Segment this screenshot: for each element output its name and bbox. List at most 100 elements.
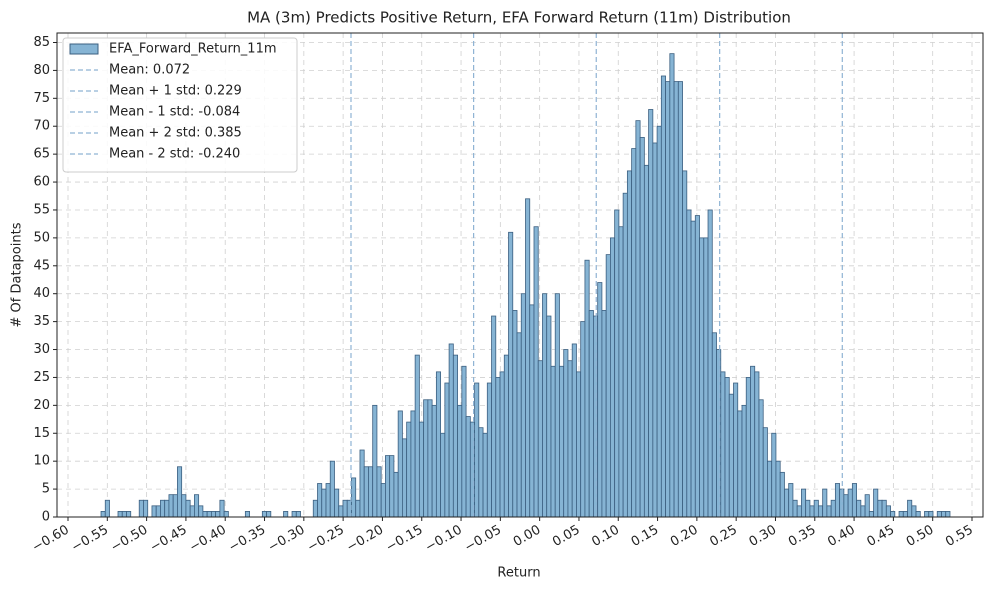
bar bbox=[792, 499, 798, 518]
bar bbox=[457, 404, 463, 518]
chart-title: MA (3m) Predicts Positive Return, EFA Fo… bbox=[247, 9, 791, 27]
legend-label: Mean - 2 std: -0.240 bbox=[109, 147, 240, 162]
y-tick-label: 35 bbox=[33, 314, 50, 329]
bar bbox=[576, 371, 582, 518]
bar bbox=[643, 164, 650, 518]
bar bbox=[834, 483, 841, 518]
bar bbox=[151, 505, 157, 518]
x-tick-label: −0.20 bbox=[344, 523, 386, 556]
bar bbox=[660, 75, 666, 518]
bar bbox=[877, 499, 883, 518]
bar bbox=[435, 371, 442, 518]
bar bbox=[563, 349, 569, 518]
bar bbox=[206, 511, 212, 518]
bar bbox=[720, 371, 726, 518]
bar bbox=[890, 511, 896, 518]
bar bbox=[410, 410, 416, 518]
bar bbox=[737, 410, 743, 518]
y-tick-label: 50 bbox=[33, 230, 50, 245]
y-tick-label: 0 bbox=[42, 510, 50, 525]
bar bbox=[376, 466, 382, 518]
x-tick-label: 0.55 bbox=[943, 523, 976, 550]
bar bbox=[928, 511, 934, 518]
bar bbox=[550, 365, 556, 518]
bar bbox=[593, 315, 599, 518]
y-tick-label: 65 bbox=[33, 147, 50, 162]
bar bbox=[533, 226, 539, 518]
x-tick-label: 0.30 bbox=[747, 523, 780, 550]
x-tick-label: 0.45 bbox=[865, 523, 898, 550]
bar bbox=[499, 371, 505, 518]
bar bbox=[474, 382, 480, 518]
bar bbox=[771, 432, 777, 518]
x-tick-label: −0.45 bbox=[148, 523, 190, 556]
bar bbox=[172, 494, 178, 518]
y-tick-label: 20 bbox=[33, 398, 50, 413]
x-tick-label: −0.40 bbox=[187, 523, 229, 556]
y-tick-label: 30 bbox=[33, 342, 50, 357]
bar bbox=[941, 511, 947, 518]
bar bbox=[665, 81, 671, 518]
bar bbox=[758, 399, 764, 518]
bar bbox=[164, 499, 170, 518]
bar bbox=[194, 494, 200, 518]
bar bbox=[491, 315, 497, 518]
bar bbox=[936, 511, 942, 518]
bar bbox=[648, 109, 654, 518]
bar bbox=[283, 511, 289, 518]
bar bbox=[143, 499, 149, 518]
bar bbox=[652, 142, 658, 518]
bar bbox=[402, 438, 408, 518]
bar bbox=[104, 499, 110, 518]
legend-box bbox=[62, 37, 298, 173]
bar bbox=[724, 377, 730, 518]
x-tick-label: 0.50 bbox=[904, 523, 937, 550]
bar bbox=[822, 488, 828, 518]
y-tick-label: 45 bbox=[33, 258, 50, 273]
bar bbox=[427, 399, 433, 518]
bar bbox=[181, 494, 187, 518]
x-tick-label: 0.20 bbox=[668, 523, 701, 550]
bar bbox=[622, 192, 628, 518]
y-tick-label: 25 bbox=[33, 370, 50, 385]
bar bbox=[902, 511, 908, 518]
bar bbox=[847, 488, 853, 518]
x-axis-label: Return bbox=[497, 566, 540, 581]
bar bbox=[155, 505, 161, 518]
x-tick-label: −0.05 bbox=[462, 523, 504, 556]
bar bbox=[210, 511, 217, 518]
bar bbox=[571, 343, 577, 518]
bar bbox=[856, 499, 862, 518]
bar bbox=[911, 505, 917, 518]
bar bbox=[809, 505, 815, 518]
bar bbox=[334, 488, 340, 518]
bar bbox=[588, 310, 594, 518]
bar bbox=[138, 499, 144, 518]
bar bbox=[168, 494, 174, 518]
bar bbox=[478, 427, 484, 518]
bar bbox=[614, 209, 620, 518]
bar bbox=[312, 499, 318, 518]
bar bbox=[601, 310, 607, 518]
bar bbox=[728, 393, 734, 518]
legend-label: Mean: 0.072 bbox=[109, 63, 190, 78]
bar bbox=[198, 505, 204, 518]
bar bbox=[537, 360, 543, 518]
bar bbox=[945, 511, 951, 518]
x-tick-label: −0.55 bbox=[69, 523, 111, 556]
bar bbox=[291, 511, 297, 518]
bar bbox=[817, 505, 824, 518]
bar bbox=[397, 410, 403, 518]
bar bbox=[686, 209, 692, 518]
bar bbox=[711, 332, 717, 518]
y-tick-label: 15 bbox=[33, 426, 50, 441]
x-tick-label: 0.05 bbox=[550, 523, 583, 550]
bar bbox=[677, 81, 683, 518]
bar bbox=[448, 343, 454, 518]
bar bbox=[351, 477, 357, 518]
bar bbox=[423, 399, 429, 518]
bar bbox=[733, 382, 739, 518]
bar bbox=[380, 483, 386, 518]
bar bbox=[418, 421, 425, 518]
legend-label: Mean + 2 std: 0.385 bbox=[109, 126, 242, 141]
